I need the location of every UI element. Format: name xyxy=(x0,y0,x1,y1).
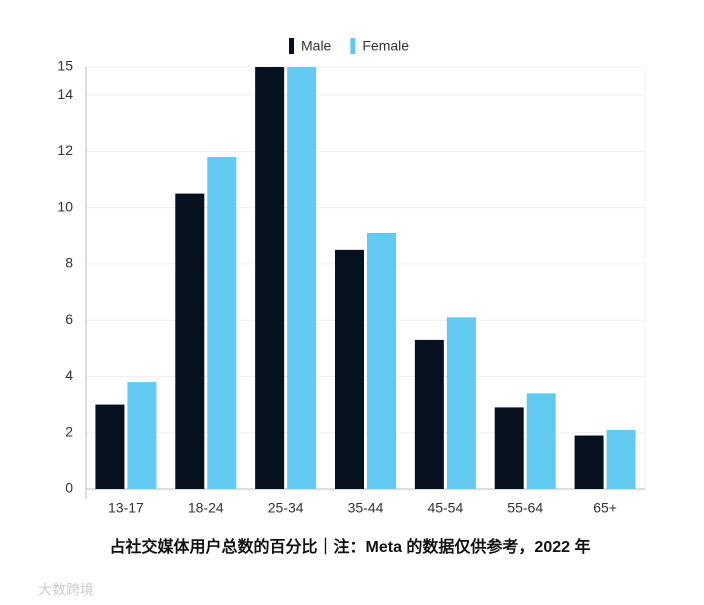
y-tick-label: 4 xyxy=(65,367,73,383)
bar xyxy=(526,393,556,489)
bar xyxy=(207,157,237,489)
bar xyxy=(494,407,524,489)
bar xyxy=(95,404,125,489)
y-tick-label: 8 xyxy=(65,255,73,271)
legend-marker xyxy=(350,38,356,54)
x-tick-label: 55-64 xyxy=(507,500,543,516)
bar xyxy=(175,193,205,489)
y-tick-label: 6 xyxy=(65,311,73,327)
legend-label: Female xyxy=(362,38,409,54)
legend-marker xyxy=(289,38,294,54)
bar xyxy=(446,317,476,489)
bar xyxy=(335,249,364,489)
chart-title: 占社交媒体用户总数的百分比｜注：Meta 的数据仅供参考，2022 年 xyxy=(110,537,591,556)
x-tick-label: 25-34 xyxy=(268,500,304,516)
watermark: 大数跨境 xyxy=(38,582,94,598)
y-tick-label: 15 xyxy=(57,58,73,74)
y-tick-label: 14 xyxy=(57,86,73,102)
x-tick-label: 45-54 xyxy=(427,500,463,516)
legend-label: Male xyxy=(301,38,332,54)
x-tick-label: 13-17 xyxy=(108,500,144,516)
x-tick-label: 18-24 xyxy=(188,500,224,516)
bar xyxy=(606,429,636,489)
bar xyxy=(414,339,444,489)
bar xyxy=(574,435,604,489)
y-tick-label: 10 xyxy=(57,198,73,214)
bar xyxy=(287,67,317,489)
bar xyxy=(127,382,157,489)
x-tick-label: 65+ xyxy=(593,500,617,516)
y-tick-label: 12 xyxy=(57,142,73,158)
y-tick-label: 2 xyxy=(65,423,73,439)
bar xyxy=(367,232,396,489)
y-tick-label: 0 xyxy=(65,480,73,496)
bar xyxy=(255,67,285,489)
x-tick-label: 35-44 xyxy=(348,500,384,516)
